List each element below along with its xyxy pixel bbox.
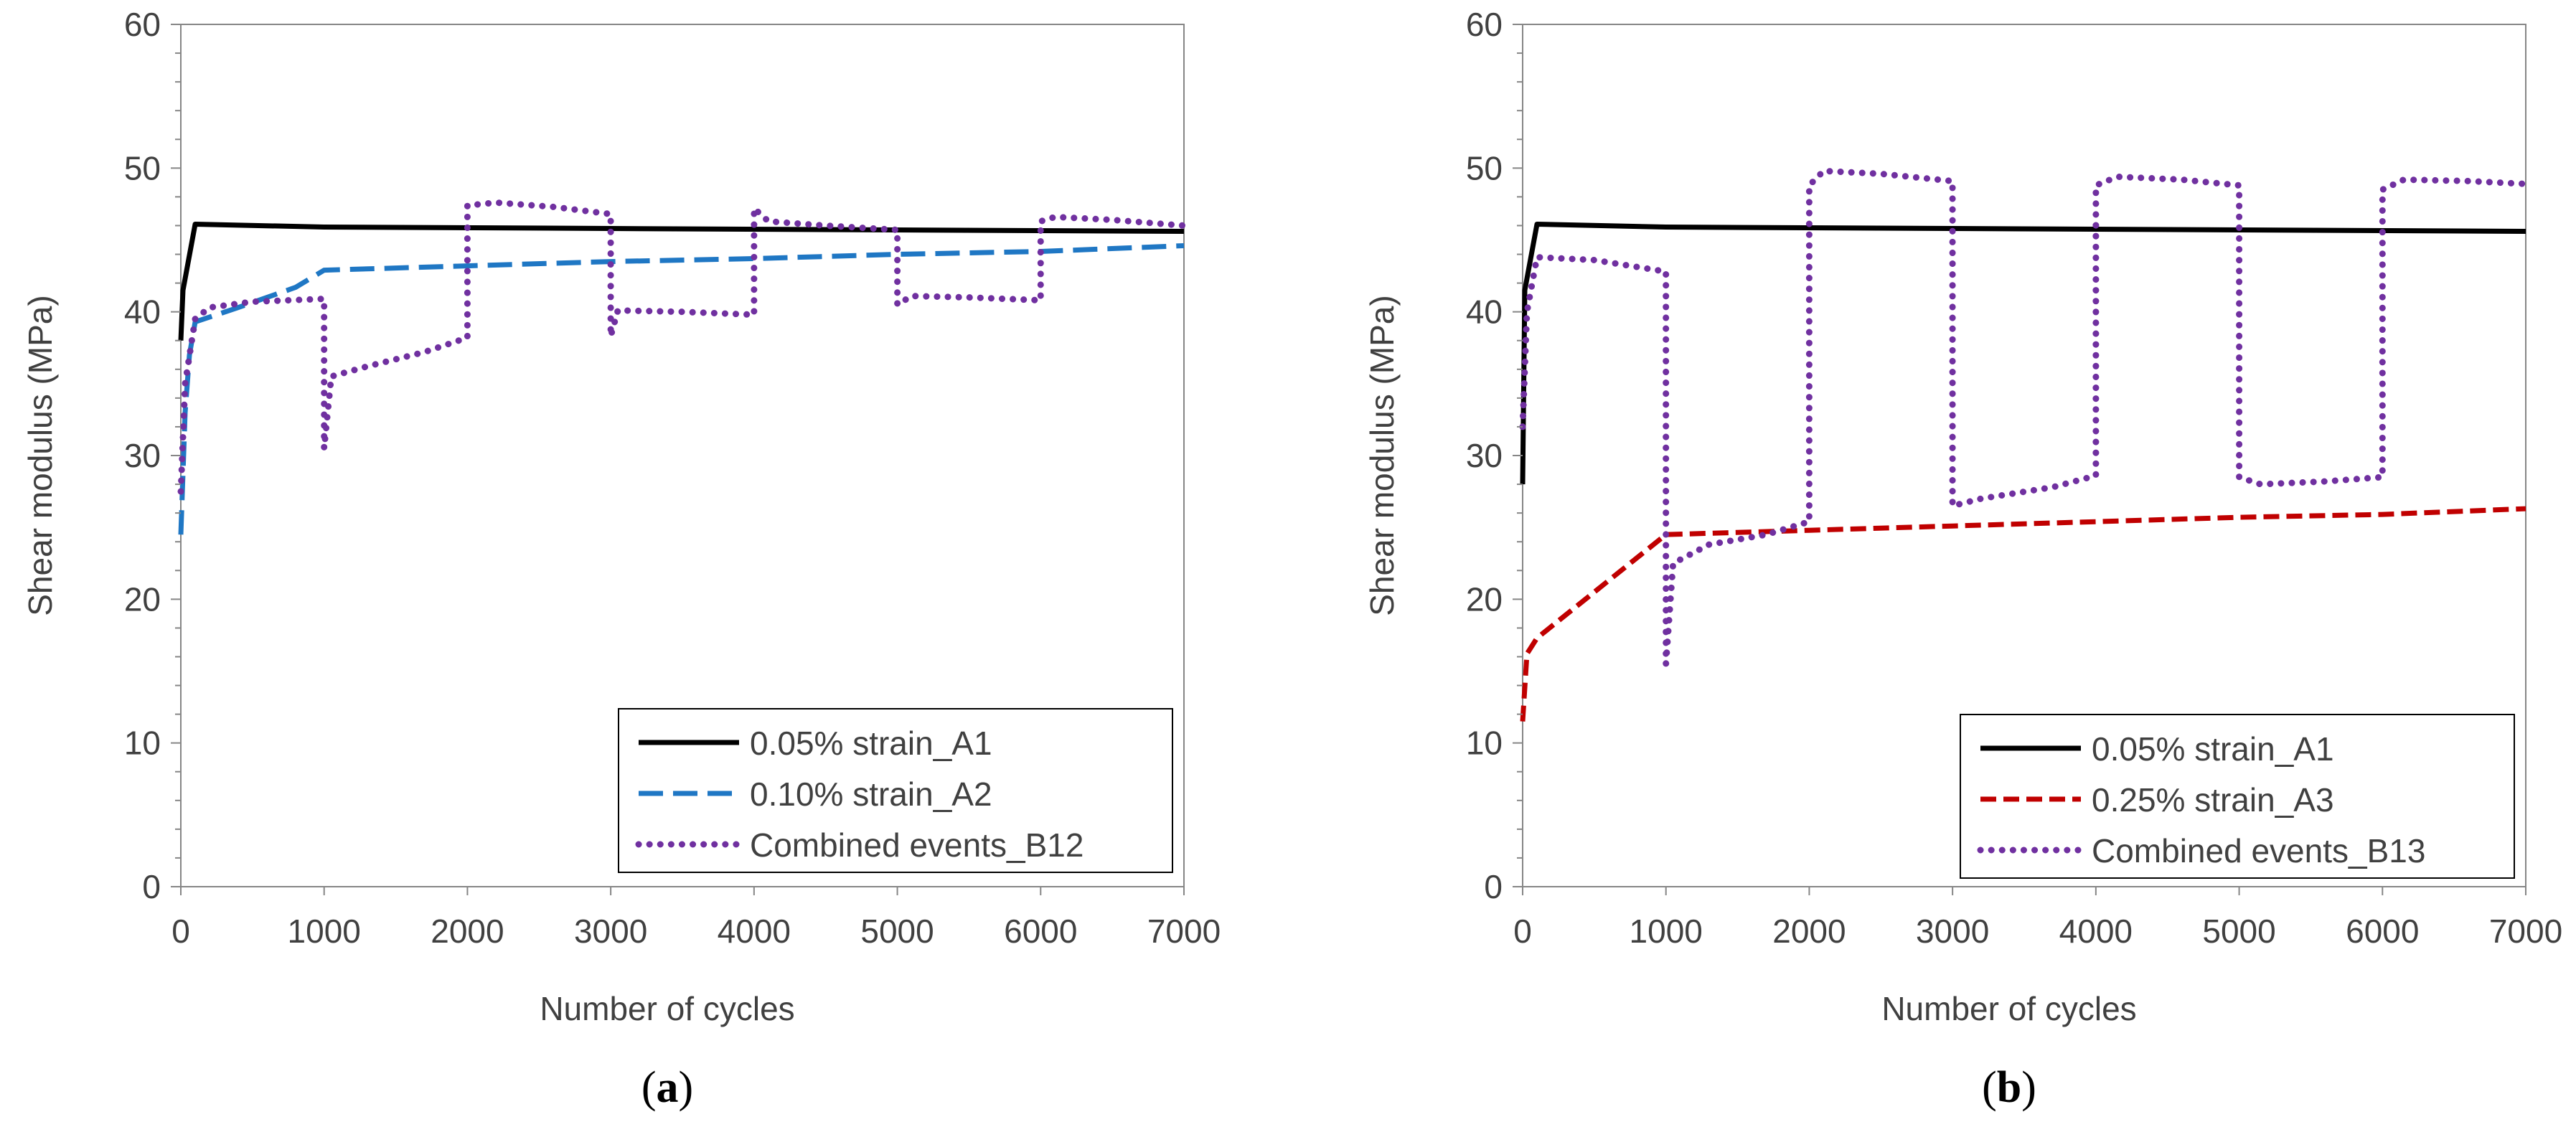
y-axis-a: 0 10 20 30 40 50 60 [124, 6, 181, 905]
legend-label-b-2: Combined events_B13 [2092, 832, 2425, 869]
x-tick-label-a: 1000 [288, 913, 361, 950]
y-axis-b: 0 10 20 30 40 50 60 [1466, 6, 1523, 905]
y-tick-label-a: 60 [124, 6, 161, 43]
y-tick-label-a: 40 [124, 293, 161, 331]
x-tick-label-a: 2000 [431, 913, 504, 950]
series-line-b-0 [1520, 222, 2526, 485]
caption-b: (b) [1982, 1063, 2036, 1112]
x-tick-label-b: 6000 [2346, 913, 2419, 950]
y-tick-label-a: 10 [124, 725, 161, 762]
y-axis-title-a: Shear modulus (MPa) [22, 295, 59, 616]
x-tick-label-b: 5000 [2202, 913, 2275, 950]
series-line-a-2 [177, 199, 1188, 495]
series-line-b-2 [1519, 167, 2529, 667]
series-line-a-1 [178, 243, 1185, 535]
x-tick-label-b: 0 [1513, 913, 1532, 950]
y-tick-label-b: 30 [1466, 437, 1503, 474]
x-tick-label-b: 1000 [1630, 913, 1703, 950]
legend-label-a-0: 0.05% strain_A1 [750, 725, 992, 762]
x-tick-label-a: 6000 [1004, 913, 1077, 950]
x-tick-label-a: 4000 [718, 913, 791, 950]
x-tick-label-b: 2000 [1772, 913, 1846, 950]
y-tick-label-a: 0 [142, 868, 161, 905]
y-tick-label-b: 60 [1466, 6, 1503, 43]
caption-a: (a) [641, 1063, 693, 1112]
y-tick-label-a: 30 [124, 437, 161, 474]
legend-a: 0.05% strain_A1 0.10% strain_A2 Combined… [618, 708, 1173, 873]
y-tick-label-a: 20 [124, 580, 161, 618]
x-tick-label-b: 7000 [2489, 913, 2562, 950]
y-axis-title-b: Shear modulus (MPa) [1363, 295, 1401, 616]
series-line-a-0 [178, 222, 1185, 341]
panel-b: 0 10 20 30 40 50 60 0 1000 2000 3000 4000 5000 6000 7… [1363, 6, 2562, 1112]
y-tick-label-a: 50 [124, 149, 161, 187]
x-axis-title-b: Number of cycles [1881, 990, 2136, 1027]
panel-a: 0 10 20 30 40 50 60 0 1000 2000 3000 4000 5000 6000 7… [22, 6, 1221, 1112]
legend-label-b-0: 0.05% strain_A1 [2092, 730, 2334, 768]
x-axis-a: 0 1000 2000 3000 4000 5000 6000 7000 [171, 887, 1221, 950]
x-tick-label-a: 0 [171, 913, 190, 950]
legend-b: 0.05% strain_A1 0.25% strain_A3 Combined… [1960, 714, 2515, 879]
y-tick-label-b: 0 [1484, 868, 1503, 905]
y-tick-label-b: 10 [1466, 725, 1503, 762]
series-group-a [177, 199, 1188, 535]
x-tick-label-a: 7000 [1147, 913, 1221, 950]
x-tick-label-a: 5000 [860, 913, 934, 950]
legend-label-b-1: 0.25% strain_A3 [2092, 781, 2334, 819]
series-line-b-1 [1520, 506, 2526, 722]
x-tick-label-b: 4000 [2059, 913, 2133, 950]
legend-label-a-2: Combined events_B12 [750, 826, 1083, 864]
y-tick-label-b: 50 [1466, 149, 1503, 187]
x-axis-title-a: Number of cycles [540, 990, 794, 1027]
x-tick-label-a: 3000 [574, 913, 647, 950]
legend-box-b [1960, 714, 2515, 879]
legend-label-a-1: 0.10% strain_A2 [750, 775, 992, 813]
y-tick-label-b: 40 [1466, 293, 1503, 331]
x-axis-b: 0 1000 2000 3000 4000 5000 6000 7000 [1513, 887, 2562, 950]
x-tick-label-b: 3000 [1916, 913, 1989, 950]
legend-box-a [618, 708, 1173, 873]
series-group-b [1519, 167, 2529, 722]
y-tick-label-b: 20 [1466, 580, 1503, 618]
